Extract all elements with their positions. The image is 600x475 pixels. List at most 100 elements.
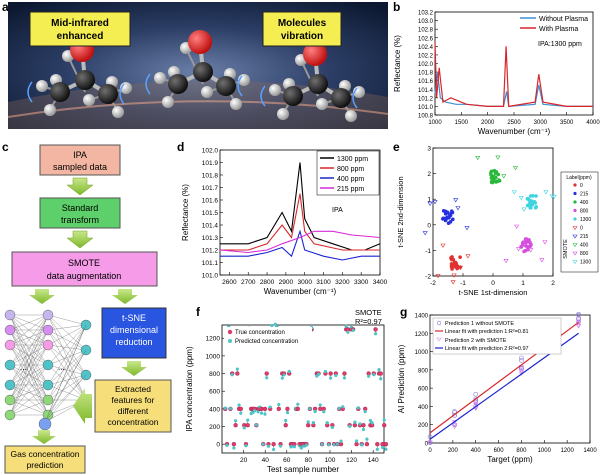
- smote-point-0: [465, 254, 471, 259]
- cluster-point-215: [450, 217, 455, 222]
- pred-point: [348, 424, 352, 428]
- prediction-1-point: [473, 391, 479, 397]
- legend-marker: [572, 226, 578, 231]
- true-point: [245, 423, 250, 428]
- pred-point: [259, 411, 264, 415]
- series-line-with-plasma: [434, 41, 593, 108]
- y-tick-label: 0: [216, 442, 220, 449]
- pred-point: [235, 367, 239, 371]
- y-tick-label: 400: [418, 405, 429, 411]
- x-tick-label: 140: [368, 457, 379, 464]
- arrow-1: [66, 177, 94, 196]
- prediction-1-point: [519, 355, 524, 361]
- legend-group-smote: SMOTE: [563, 239, 569, 259]
- x-tick-label: 80: [305, 457, 313, 464]
- nn-connection: [9, 314, 49, 401]
- pred-point: [225, 443, 229, 447]
- nn-node: [42, 359, 54, 371]
- x-axis-label: t-SNE 1st-dimension: [459, 288, 528, 297]
- y-tick-label: 101.6: [202, 198, 219, 205]
- cluster-point-1300: [526, 197, 530, 201]
- y-tick-label: 102.0: [202, 148, 219, 155]
- pred-point: [320, 442, 324, 446]
- annotation-r2: R²=0.97: [355, 317, 382, 326]
- smote-point-1300: [543, 190, 549, 195]
- panel-label-b: b: [393, 0, 401, 14]
- legend-label: 400: [580, 200, 589, 206]
- hydrogen-atom: [154, 72, 166, 84]
- legend-bg: [224, 327, 312, 347]
- series-line-800-ppm: [220, 193, 380, 251]
- pred-point: [372, 373, 376, 377]
- panel-label-c: c: [2, 140, 9, 154]
- pred-point: [329, 376, 333, 380]
- nn-connection: [44, 324, 87, 423]
- y-tick-label: 101.8: [202, 173, 219, 180]
- y-tick-label: 0: [425, 442, 429, 448]
- pred-point: [266, 444, 271, 448]
- nn-connection: [9, 329, 49, 366]
- y-axis-label: t-SNE 2nd-dimension: [396, 176, 405, 247]
- nn-connection: [9, 364, 49, 401]
- legend-label-true: True concentration: [235, 330, 285, 336]
- nn-connection: [9, 364, 49, 386]
- nn-connection: [9, 344, 49, 416]
- box-extract-line3: different: [118, 406, 149, 416]
- pred-point: [270, 323, 274, 328]
- pred-point: [323, 369, 328, 374]
- pred-point: [334, 373, 338, 378]
- hydrogen-atom: [277, 108, 289, 120]
- box-pred-line1: Gas concentration: [11, 449, 80, 459]
- nn-connection: [47, 314, 87, 326]
- nn-connection: [47, 324, 87, 401]
- legend-label: 800 ppm: [337, 166, 364, 173]
- legend-label: 1300 ppm: [337, 156, 368, 163]
- nn-connection: [9, 314, 49, 416]
- cluster-point-800: [524, 244, 528, 248]
- pred-point: [361, 427, 366, 432]
- smote-point-215: [432, 200, 438, 205]
- true-point: [373, 327, 378, 332]
- cluster-point-215: [445, 210, 450, 215]
- pred-point: [306, 420, 310, 424]
- hydrogen-atom: [201, 86, 213, 98]
- nn-node: [4, 324, 16, 336]
- carbon-atom: [331, 88, 351, 108]
- box-extract-line2: features for: [112, 395, 155, 405]
- true-point: [383, 442, 389, 447]
- box-tsne: [101, 307, 167, 359]
- smote-point-0: [451, 273, 457, 278]
- cluster-point-215: [447, 215, 451, 220]
- smote-point-215: [453, 198, 459, 203]
- pred-point: [313, 409, 317, 414]
- nn-connection: [9, 314, 49, 346]
- x-tick-label: 1: [521, 280, 525, 287]
- pred-point: [370, 421, 374, 425]
- x-tick-label: 3000: [534, 120, 548, 126]
- legend-label: 1300: [580, 260, 591, 266]
- x-tick-label: 3500: [560, 120, 574, 126]
- hydrogen-atom: [83, 94, 95, 106]
- pred-point: [292, 445, 296, 449]
- arrow-extract-nn: [73, 388, 92, 424]
- true-point: [382, 423, 387, 428]
- vibration-arc: [260, 85, 266, 107]
- annotation-ipa: IPA: [332, 207, 343, 214]
- y-tick-label: 1400: [415, 314, 429, 320]
- pred-point: [265, 376, 269, 380]
- x-tick-label: 2: [551, 280, 555, 287]
- y-tick-label: 101.4: [202, 223, 219, 230]
- true-point: [354, 442, 359, 447]
- x-tick-label: 400: [471, 448, 482, 454]
- nn-connection: [9, 329, 49, 346]
- pred-point: [277, 402, 281, 407]
- smote-point-1300: [551, 194, 557, 200]
- pred-point: [330, 425, 334, 430]
- x-tick-label: 200: [448, 448, 459, 454]
- nn-node: [4, 359, 16, 371]
- pred-point: [256, 410, 260, 414]
- legend-box: [560, 171, 599, 273]
- nn-connection: [47, 374, 87, 386]
- pred-point: [316, 372, 321, 376]
- cluster-point-215: [441, 217, 445, 221]
